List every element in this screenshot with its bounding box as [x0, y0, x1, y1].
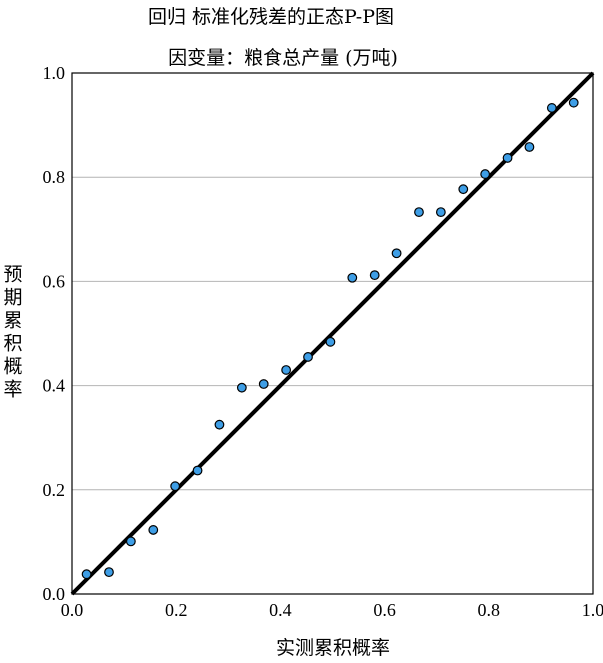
y-tick-label: 0.4 [43, 376, 66, 396]
data-point [369, 270, 380, 281]
y-axis-title-char: 积 [3, 333, 22, 355]
y-axis-title-char: 率 [3, 379, 22, 401]
y-tick-label: 1.0 [43, 63, 66, 83]
data-point [546, 103, 557, 113]
gridlines [72, 176, 593, 491]
data-point [81, 569, 92, 580]
data-point [347, 272, 358, 283]
y-axis-title-char: 期 [3, 287, 22, 309]
y-tick-label: 0.6 [43, 271, 66, 291]
y-tick-label: 0.2 [43, 480, 66, 500]
y-axis-title-char: 累 [3, 310, 22, 332]
data-point [281, 365, 292, 375]
data-point [170, 481, 181, 492]
reference-line [70, 71, 595, 596]
data-point [214, 419, 225, 430]
data-point [502, 153, 513, 163]
chart-title: 回归 标准化残差的正态P-P图 [148, 6, 394, 28]
x-tick-label: 0.6 [373, 600, 396, 620]
x-tick-label: 1.0 [582, 600, 603, 620]
data-point [458, 184, 469, 195]
reference-line-layer [70, 71, 595, 596]
y-tick-label: 0.8 [43, 167, 66, 187]
data-point [391, 248, 402, 259]
y-axis-title-char: 概 [3, 356, 22, 378]
data-point [414, 207, 424, 218]
data-point [568, 97, 579, 108]
x-axis-title: 实测累积概率 [276, 637, 390, 659]
data-point [325, 336, 336, 347]
x-tick-label: 0.2 [165, 600, 188, 620]
x-tick-label: 0.0 [61, 600, 84, 620]
data-point [192, 465, 203, 476]
x-tick-label: 0.4 [269, 600, 292, 620]
y-tick-label: 0.0 [43, 584, 66, 604]
plot-frame [71, 72, 594, 595]
x-tick-label: 0.8 [478, 600, 501, 620]
data-points [81, 97, 579, 580]
tick-labels: 0.0 0.2 0.4 0.6 0.8 1.0 0.0 0.2 0.4 0.6 0.8 1.0 [43, 63, 603, 620]
data-point [236, 382, 247, 393]
data-point [125, 536, 136, 547]
chart-subtitle: 因变量：粮食总产量 (万吨) [168, 47, 398, 69]
y-axis-title-char: 预 [3, 264, 22, 286]
data-point [148, 525, 159, 535]
data-point [258, 379, 269, 389]
data-point [435, 207, 446, 218]
data-point [524, 142, 535, 152]
data-point [104, 567, 114, 578]
data-point [303, 352, 313, 362]
data-point [480, 169, 491, 179]
